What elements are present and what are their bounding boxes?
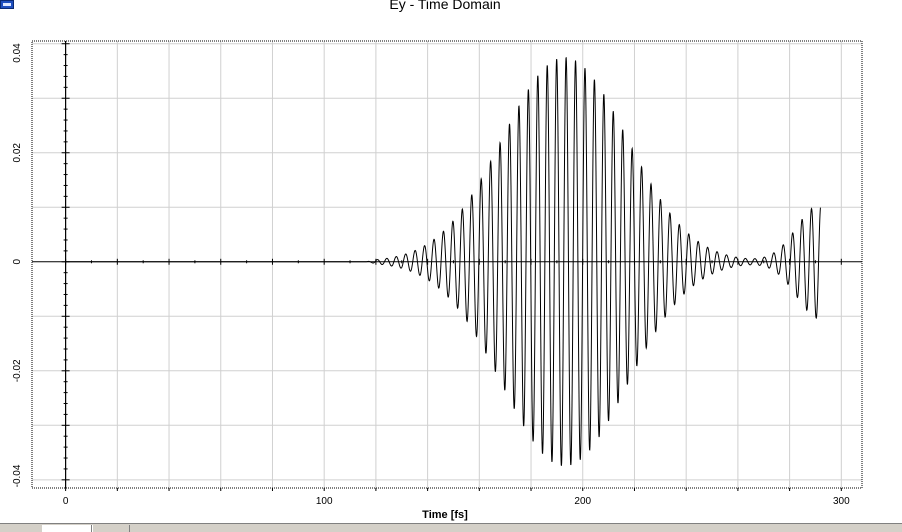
tab-2[interactable] — [92, 525, 130, 532]
x-tick-label: 0 — [63, 496, 69, 507]
y-tick-label: 0.02 — [12, 143, 23, 163]
y-tick-label: 0 — [12, 259, 23, 265]
y-tick-label: 0.04 — [12, 43, 23, 63]
axis-ticks — [61, 43, 842, 491]
x-axis-label: Time [fs] — [422, 509, 468, 521]
ey-series-line — [65, 57, 821, 466]
x-tick-label: 300 — [833, 496, 850, 507]
y-tick-label: -0.04 — [12, 464, 23, 487]
tab-1[interactable] — [42, 525, 92, 532]
y-tick-label: -0.02 — [12, 359, 23, 382]
chart-title: Ey - Time Domain — [389, 0, 500, 12]
tick-labels: 0 100 200 300 -0.04 -0.02 0 0.02 0.04 — [12, 43, 850, 507]
bottom-tab-bar — [0, 523, 902, 532]
plot-frame — [31, 40, 863, 489]
app-icon[interactable] — [0, 0, 14, 9]
x-tick-label: 200 — [574, 496, 591, 507]
x-tick-label: 100 — [316, 496, 333, 507]
